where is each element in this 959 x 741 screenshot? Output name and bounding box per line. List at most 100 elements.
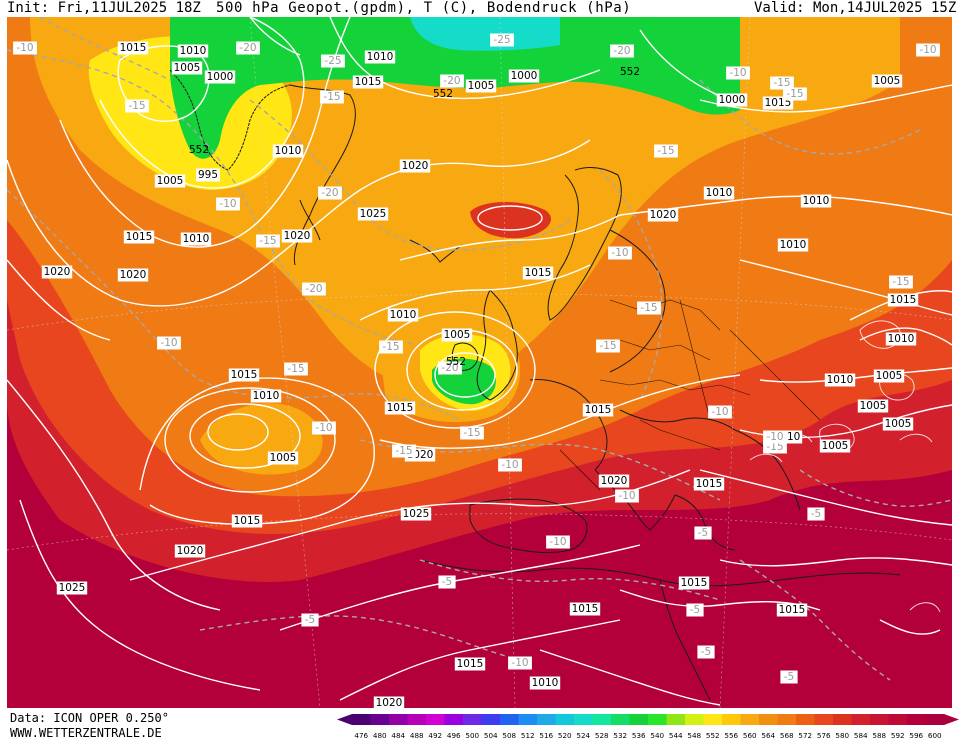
isotherm-label: -10 bbox=[708, 405, 732, 419]
isotherm-label: -15 bbox=[770, 76, 794, 90]
svg-text:-5: -5 bbox=[305, 614, 315, 626]
isotherm-label: -15 bbox=[320, 90, 344, 104]
svg-text:-15: -15 bbox=[766, 441, 783, 453]
isobar-label: 1020 bbox=[117, 268, 149, 282]
isobar-label: 1025 bbox=[56, 581, 88, 595]
svg-text:1010: 1010 bbox=[390, 309, 417, 321]
svg-text:1005: 1005 bbox=[885, 418, 912, 430]
isobar-label: 1010 bbox=[387, 308, 419, 322]
svg-text:-20: -20 bbox=[443, 75, 460, 87]
svg-text:1025: 1025 bbox=[403, 508, 430, 520]
svg-text:1005: 1005 bbox=[157, 175, 184, 187]
svg-text:1015: 1015 bbox=[120, 42, 147, 54]
isobar-label: 1015 bbox=[693, 477, 725, 491]
colorbar-tick-label: 572 bbox=[798, 731, 812, 740]
isotherm-label: -10 bbox=[763, 430, 787, 444]
svg-text:-20: -20 bbox=[613, 45, 630, 57]
isotherm-label: -5 bbox=[686, 603, 704, 617]
isobar-label: 1010 bbox=[250, 389, 282, 403]
svg-text:1015: 1015 bbox=[234, 515, 261, 527]
svg-text:-15: -15 bbox=[640, 302, 657, 314]
svg-text:1015: 1015 bbox=[457, 658, 484, 670]
svg-text:-5: -5 bbox=[690, 604, 700, 616]
isotherm-label: -15 bbox=[460, 426, 484, 440]
isobar-label: 1015 bbox=[522, 266, 554, 280]
svg-text:1015: 1015 bbox=[126, 231, 153, 243]
valid-time: Valid: Mon,14JUL2025 15Z bbox=[754, 0, 957, 16]
colorbar-swatch bbox=[352, 714, 371, 725]
isobar-label: 1005 bbox=[154, 174, 186, 188]
isotherm-label: -10 bbox=[13, 41, 37, 55]
svg-text:1015: 1015 bbox=[572, 603, 599, 615]
colorbar-tick-label: 580 bbox=[835, 731, 849, 740]
isotherm-label: -10 bbox=[312, 421, 336, 435]
isotherm-label: -15 bbox=[379, 340, 403, 354]
svg-text:552: 552 bbox=[620, 66, 640, 78]
isobar-label: 1020 bbox=[281, 229, 313, 243]
isotherm-label: -20 bbox=[318, 186, 342, 200]
isotherm-label: -5 bbox=[807, 507, 825, 521]
isobar-label: 1010 bbox=[529, 676, 561, 690]
svg-text:-25: -25 bbox=[493, 34, 510, 46]
svg-text:1010: 1010 bbox=[803, 195, 830, 207]
colorbar-swatch bbox=[444, 714, 464, 725]
svg-text:1015: 1015 bbox=[231, 369, 258, 381]
website-credit: WWW.WETTERZENTRALE.DE bbox=[10, 726, 162, 740]
isotherm-label: -15 bbox=[596, 339, 620, 353]
isobar-label: 995 bbox=[196, 168, 220, 182]
isobar-label: 1005 bbox=[441, 328, 473, 342]
isotherm-label: -10 bbox=[508, 656, 532, 670]
colorbar-tick-label: 480 bbox=[373, 731, 387, 740]
svg-text:1015: 1015 bbox=[387, 402, 414, 414]
colorbar-tick-label: 504 bbox=[484, 731, 498, 740]
colorbar-swatch bbox=[537, 714, 556, 725]
isotherm-label: -20 bbox=[236, 41, 260, 55]
isotherm-label: -15 bbox=[654, 144, 678, 158]
colorbar-swatch bbox=[851, 714, 871, 725]
svg-text:1005: 1005 bbox=[174, 62, 201, 74]
svg-text:-15: -15 bbox=[773, 77, 790, 89]
geopotential-label: 552 bbox=[189, 144, 209, 156]
isobar-label: 1010 bbox=[703, 186, 735, 200]
isotherm-label: -15 bbox=[125, 99, 149, 113]
isotherm-label: -5 bbox=[438, 575, 456, 589]
colorbar-swatch bbox=[666, 714, 686, 725]
data-source: Data: ICON OPER 0.250° bbox=[10, 711, 169, 725]
colorbar-swatch bbox=[814, 714, 834, 725]
isobar-label: 1005 bbox=[871, 74, 903, 88]
isotherm-label: -20 bbox=[440, 74, 464, 88]
colorbar-tick-label: 556 bbox=[724, 731, 738, 740]
isobar-label: 1010 bbox=[824, 373, 856, 387]
isobar-label: 1020 bbox=[174, 544, 206, 558]
svg-text:-10: -10 bbox=[160, 337, 177, 349]
svg-text:995: 995 bbox=[198, 169, 218, 181]
svg-text:-10: -10 bbox=[511, 657, 528, 669]
colorbar-tick-label: 596 bbox=[909, 731, 923, 740]
colorbar-tick-label: 516 bbox=[539, 731, 553, 740]
svg-text:1010: 1010 bbox=[253, 390, 280, 402]
isobar-label: 1015 bbox=[228, 368, 260, 382]
colorbar-tick-label: 476 bbox=[354, 731, 368, 740]
isobar-label: 1020 bbox=[399, 159, 431, 173]
isobar-label: 1010 bbox=[364, 50, 396, 64]
svg-text:-10: -10 bbox=[315, 422, 332, 434]
colorbar-swatch bbox=[555, 714, 575, 725]
colorbar-tick-label: 548 bbox=[687, 731, 701, 740]
svg-text:1020: 1020 bbox=[284, 230, 311, 242]
isobar-label: 1000 bbox=[716, 93, 748, 107]
colorbar-swatch bbox=[574, 714, 593, 725]
isotherm-label: -5 bbox=[780, 670, 798, 684]
svg-text:-15: -15 bbox=[463, 427, 480, 439]
svg-text:-10: -10 bbox=[549, 536, 566, 548]
colorbar-tick-label: 500 bbox=[465, 731, 479, 740]
isobar-label: 1015 bbox=[352, 75, 384, 89]
svg-text:1010: 1010 bbox=[183, 233, 210, 245]
svg-text:1025: 1025 bbox=[360, 208, 387, 220]
isotherm-label: -25 bbox=[321, 54, 345, 68]
svg-text:1020: 1020 bbox=[177, 545, 204, 557]
svg-text:1005: 1005 bbox=[468, 80, 495, 92]
isobar-label: 1010 bbox=[885, 332, 917, 346]
colorbar-tick-label: 496 bbox=[447, 731, 461, 740]
svg-text:-15: -15 bbox=[128, 100, 145, 112]
svg-text:1015: 1015 bbox=[585, 404, 612, 416]
